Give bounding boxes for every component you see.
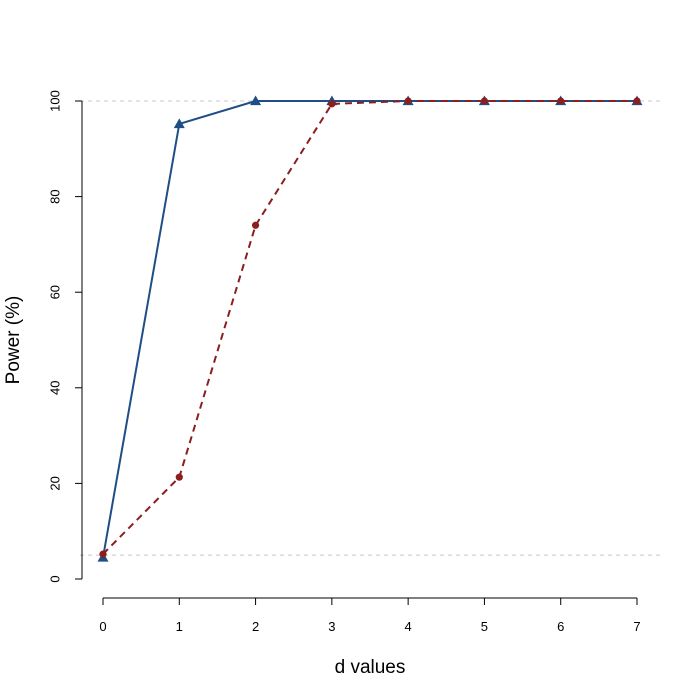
data-point: [404, 97, 412, 105]
y-tick-label: 100: [47, 90, 62, 112]
data-point: [175, 473, 183, 481]
data-point: [251, 221, 260, 229]
x-tick-label: 3: [328, 619, 335, 634]
series-group: [97, 95, 643, 562]
series-1-line: [102, 100, 637, 555]
series-1: [99, 97, 641, 558]
y-axis-title: Power (%): [3, 296, 24, 385]
y-tick-label: 60: [47, 285, 62, 299]
reference-lines: [80, 100, 660, 556]
data-point: [633, 97, 641, 105]
x-tick-label: 2: [252, 619, 259, 634]
x-tick-label: 4: [405, 619, 412, 634]
data-point: [99, 550, 107, 558]
data-point: [328, 100, 336, 108]
x-tick-label: 0: [99, 619, 106, 634]
x-axis-title: d values: [335, 657, 406, 678]
x-tick-label: 5: [481, 619, 488, 634]
data-point: [557, 97, 565, 105]
y-tick-label: 0: [47, 575, 62, 582]
y-tick-label: 80: [47, 189, 62, 203]
data-point: [173, 118, 185, 129]
series-0: [97, 95, 643, 562]
axes: 0 1 2 3 4 5 6 7 0 20 40 60 80 100: [47, 90, 640, 634]
data-point: [250, 95, 262, 106]
data-point: [480, 97, 489, 105]
x-tick-label: 1: [176, 619, 183, 634]
x-tick-label: 6: [557, 619, 564, 634]
y-tick-label: 40: [47, 381, 62, 395]
y-tick-label: 20: [47, 476, 62, 490]
series-0-line: [102, 100, 637, 558]
x-tick-label: 7: [633, 619, 640, 634]
